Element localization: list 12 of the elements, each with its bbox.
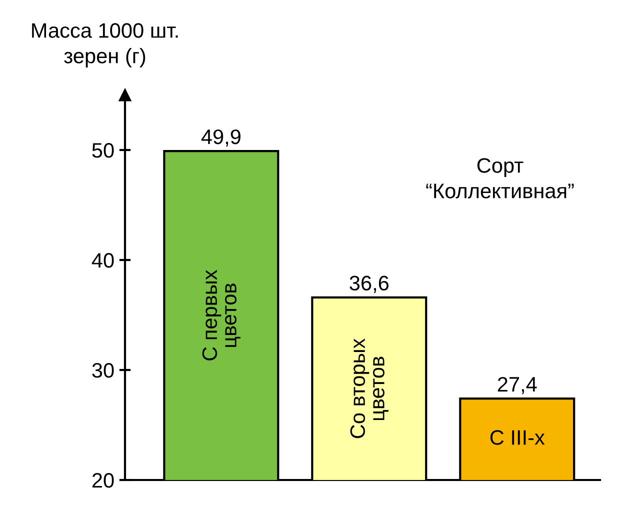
y-tick-label: 30 <box>92 363 114 378</box>
y-tick-label: 50 <box>92 143 114 158</box>
y-tick-label: 20 <box>92 473 114 488</box>
x-tick-label: С III-х <box>490 430 545 445</box>
data-label: 27,4 <box>498 376 537 394</box>
data-label: 49,9 <box>201 129 240 147</box>
y-axis-title: Масса 1000 шт. зерен (г) <box>32 23 178 68</box>
data-label: 36,6 <box>350 276 389 293</box>
y-tick-label: 40 <box>92 253 114 268</box>
x-tick-label: С первых цветов <box>202 270 240 360</box>
x-tick-label: Со вторых цветов <box>350 338 388 438</box>
annotation: Сорт “Коллективная” <box>426 158 574 198</box>
